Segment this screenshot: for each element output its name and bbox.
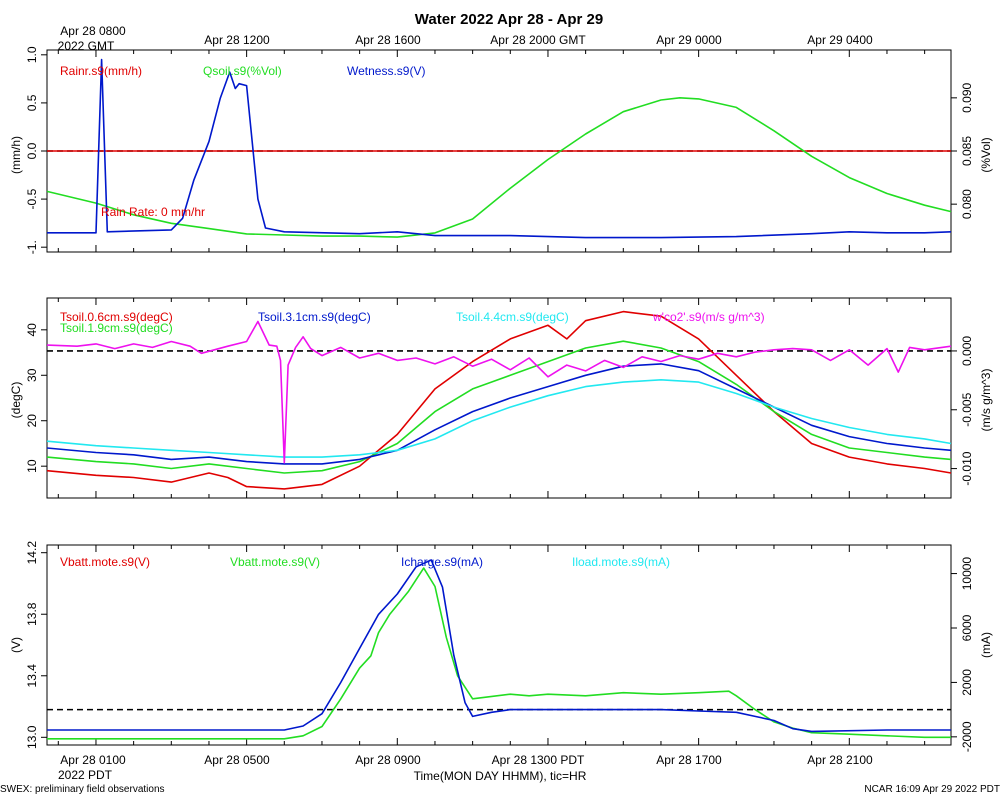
rain-rate-annotation: Rain Rate: 0 mm/hr [101, 205, 205, 219]
y-label-flux: (m/s g/m^3) [979, 369, 993, 432]
legend-tsoil-3-1: Tsoil.3.1cm.s9(degC) [258, 310, 371, 324]
y-right-tick-label: 6000 [960, 614, 974, 641]
y-right-tick-label: 0.000 [960, 336, 974, 366]
plot-frame [46, 297, 952, 499]
y-left-tick-label: 1.0 [25, 46, 39, 63]
y-left-tick-label: 0.5 [25, 94, 39, 111]
panel-soil-temp-plot: 10 20 30 40 -0.010 -0.005 0.000 [25, 297, 974, 499]
series-line-green [46, 97, 952, 238]
panel-water-plot: -1. -0.5 0.0 0.5 1.0 0.080 0.085 0.090 [25, 46, 974, 254]
top-time-tick-3: Apr 28 2000 GMT [490, 33, 586, 47]
legend-qsoil: Qsoil.s9(%Vol) [203, 64, 282, 78]
series-line-blue [46, 363, 952, 465]
y-right-tick-label: -2000 [960, 721, 974, 752]
legend-tsoil-4-4: Tsoil.4.4cm.s9(degC) [456, 310, 569, 324]
y-label-ma: (mA) [979, 632, 993, 658]
panel-power-plot: 13.0 13.4 13.8 14.2 -2000 2000 6000 10000 [25, 541, 974, 752]
bottom-time-tick-1: Apr 28 0500 [204, 753, 270, 767]
legend-wetness: Wetness.s9(V) [347, 64, 425, 78]
y-label-degc: (degC) [9, 382, 23, 419]
y-right-tick-label: 2000 [960, 669, 974, 696]
top-time-tick-2: Apr 28 1600 [355, 33, 421, 47]
top-time-tick-4: Apr 29 0000 [656, 33, 722, 47]
panel-water: -1. -0.5 0.0 0.5 1.0 0.080 0.085 0.090 Rainr.s9… [9, 46, 993, 254]
y-left-tick-label: 30 [25, 368, 39, 382]
y-left-tick-label: 10 [25, 459, 39, 473]
panel-soil-temp: 10 20 30 40 -0.010 -0.005 0.000 Tsoil.0.6cm.s9… [9, 297, 993, 499]
y-right-tick-label: 0.085 [960, 136, 974, 166]
bottom-time-tick-2: Apr 28 0900 [355, 753, 421, 767]
legend-iload: Iload.mote.s9(mA) [572, 555, 670, 569]
series-line-green [46, 340, 952, 474]
y-left-tick-label: -1. [25, 240, 39, 254]
y-left-tick-label: 40 [25, 323, 39, 337]
bottom-time-tick-5: Apr 28 2100 [807, 753, 873, 767]
legend-tsoil-1-9: Tsoil.1.9cm.s9(degC) [60, 321, 173, 335]
y-left-tick-label: 20 [25, 414, 39, 428]
y-right-tick-label: -0.005 [960, 392, 974, 426]
y-right-tick-label: 0.080 [960, 189, 974, 219]
plot-frame [46, 544, 952, 746]
bottom-time-tick-0: Apr 28 0100 [60, 753, 126, 767]
y-label-volts: (V) [9, 637, 23, 653]
y-label-pctvol: (%Vol) [979, 137, 993, 172]
legend-vbatt-green: Vbatt.mote.s9(V) [230, 555, 320, 569]
series-line-red [46, 310, 952, 490]
y-left-tick-label: 0.0 [25, 142, 39, 159]
legend-icharge: Icharge.s9(mA) [401, 555, 483, 569]
series-line-blue [47, 559, 951, 733]
top-year-label: 2022 GMT [58, 39, 115, 53]
chart-title: Water 2022 Apr 28 - Apr 29 [415, 11, 603, 28]
panel-power: 13.0 13.4 13.8 14.2 -2000 2000 6000 10000 Vbatt… [9, 541, 993, 752]
bottom-year-label: 2022 PDT [58, 768, 113, 782]
y-left-tick-label: 13.8 [25, 602, 39, 626]
series-line-blue [47, 58, 952, 239]
series-line-green [47, 567, 951, 740]
footer-left: SWEX: preliminary field observations [0, 784, 165, 795]
bottom-time-tick-4: Apr 28 1700 [656, 753, 722, 767]
series-line-magenta [46, 320, 952, 464]
y-left-tick-label: 13.0 [25, 725, 39, 749]
legend-vbatt-red: Vbatt.mote.s9(V) [60, 555, 150, 569]
top-time-tick-1: Apr 28 1200 [204, 33, 270, 47]
y-left-tick-label: 13.4 [25, 664, 39, 688]
y-right-tick-label: 0.090 [960, 83, 974, 113]
series-line-cyan [46, 378, 952, 458]
legend-wco2: w'co2'.s9(m/s g/m^3) [652, 310, 765, 324]
y-right-tick-label: 10000 [960, 557, 974, 591]
top-time-tick-5: Apr 29 0400 [807, 33, 873, 47]
x-axis-label: Time(MON DAY HHMM), tic=HR [414, 769, 587, 783]
legend-rainr: Rainr.s9(mm/h) [60, 64, 142, 78]
y-right-tick-label: -0.010 [960, 451, 974, 485]
bottom-time-tick-3: Apr 28 1300 PDT [492, 753, 585, 767]
y-left-tick-label: -0.5 [25, 188, 39, 209]
top-time-tick-0: Apr 28 0800 [60, 24, 126, 38]
legend-tsoil-0-6: Tsoil.0.6cm.s9(degC) [60, 310, 173, 324]
y-left-tick-label: 14.2 [25, 541, 39, 565]
footer-right: NCAR 16:09 Apr 29 2022 PDT [864, 784, 1000, 795]
y-label-mmh: (mm/h) [9, 136, 23, 174]
